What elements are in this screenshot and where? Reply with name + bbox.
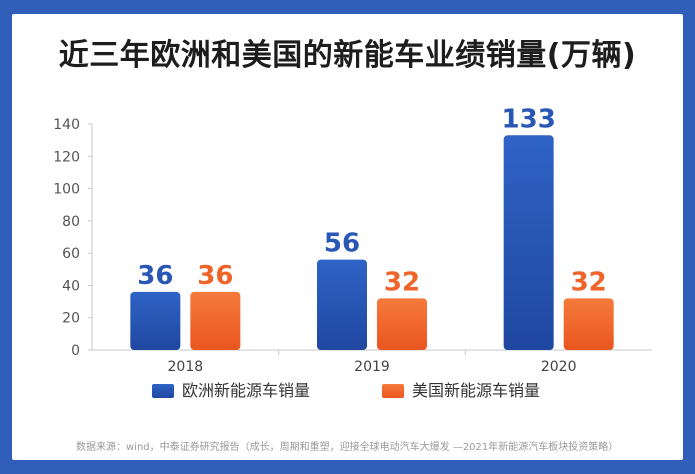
bar-chart: 0 20 40 60 80 100 120 140 2018 2019 2020 36 36 56 32 1… [53, 104, 652, 400]
x-tick-label: 2018 [168, 359, 204, 375]
y-tick-label: 120 [53, 149, 80, 165]
chart-legend: 欧洲新能源车销量 美国新能源车销量 [152, 381, 540, 400]
bar-europe-2018 [130, 291, 181, 350]
legend-label-europe: 欧洲新能源车销量 [182, 381, 310, 400]
bar-usa-2020 [563, 298, 614, 350]
y-tick-label: 100 [53, 182, 80, 198]
y-tick-label: 20 [62, 311, 80, 327]
data-label: 32 [384, 267, 420, 297]
data-label: 36 [137, 261, 173, 291]
y-tick-label: 0 [71, 343, 80, 359]
y-tick-label: 40 [62, 278, 80, 294]
chart-bars [130, 135, 614, 350]
x-tick-label: 2019 [354, 359, 390, 375]
chart-title: 近三年欧洲和美国的新能车业绩销量(万辆) [58, 38, 637, 73]
legend-swatch-usa [382, 384, 404, 398]
chart-axes: 0 20 40 60 80 100 120 140 2018 2019 2020 [53, 117, 652, 375]
data-label: 36 [197, 261, 233, 291]
legend-label-usa: 美国新能源车销量 [412, 381, 540, 400]
data-label: 32 [571, 267, 607, 297]
bar-usa-2018 [190, 291, 241, 350]
chart-labels: 36 36 56 32 133 32 [137, 104, 607, 297]
legend-swatch-europe [152, 384, 174, 398]
chart-card: 近三年欧洲和美国的新能车业绩销量(万辆) 0 20 40 60 80 100 120 140 2… [12, 14, 683, 460]
x-tick-label: 2020 [541, 359, 577, 375]
source-note: 数据来源：wind，中泰证券研究报告（成长，周期和重塑，迎接全球电动汽车大爆发 … [76, 442, 619, 453]
y-tick-label: 60 [62, 246, 80, 262]
y-tick-label: 140 [53, 117, 80, 133]
bar-usa-2019 [377, 298, 427, 350]
data-label: 133 [502, 104, 556, 134]
bar-europe-2020 [503, 135, 554, 350]
y-tick-label: 80 [62, 214, 80, 230]
data-label: 56 [324, 229, 360, 259]
bar-europe-2019 [317, 259, 367, 350]
